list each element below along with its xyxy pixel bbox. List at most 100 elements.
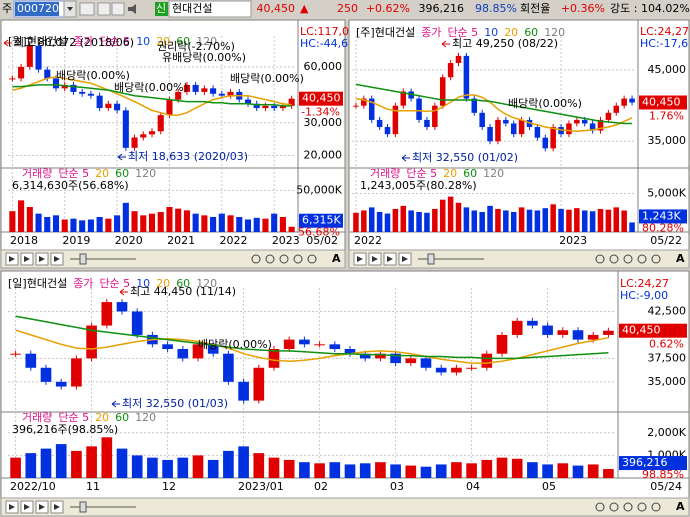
toolbar-icon[interactable] [637,254,647,264]
volume-bar [481,459,493,478]
candle-body [589,123,596,131]
legend-item: 단순 5 [447,26,478,39]
legend-item: 단순 5 [58,167,89,180]
sound-icon[interactable] [128,4,136,14]
candle-body [70,84,77,92]
toolbar-icon[interactable] [293,254,303,264]
volume-bar [162,459,173,478]
candle-body [376,119,383,128]
candle-body [511,320,523,335]
annotation-arrow [117,153,126,161]
legend-item: 10 [484,26,498,39]
volume-bar [511,458,523,478]
toolbar-icon[interactable] [609,502,619,512]
legend-item: 120 [544,26,565,39]
candle-body [368,98,375,120]
candle-body [9,78,16,80]
volume-bar [400,205,407,232]
toolbar-icon [24,256,30,262]
x-tick-label: 11 [86,480,100,493]
candle-body [527,320,538,326]
candle-body [542,137,549,149]
toolbar-icon[interactable] [595,254,605,264]
volume-bar [435,464,447,478]
candle-body [262,105,269,109]
candle-body [557,330,569,335]
scroll-thumb[interactable] [79,253,87,265]
legend-item: 종가 [73,35,93,48]
volume-bar [376,212,383,232]
volume-box-label: 396,216 [622,456,668,469]
volume-pct: 56.68% [298,226,340,239]
legend-item: 120 [483,167,504,180]
candle-body [114,103,121,111]
turnover-label: 회전율 [520,2,550,15]
volume-bar [61,219,68,232]
volume-bar [244,219,252,232]
toolbar [0,497,690,517]
toolbar-icon [24,504,30,510]
toolbar-label[interactable]: A [332,252,341,265]
turnover: +0.36% [561,2,605,15]
toolbar-label[interactable]: A [676,252,685,265]
toolbar-icon[interactable] [251,254,261,264]
x-tick-label: 2022 [354,234,382,247]
candle-body [140,134,147,138]
toolbar-label[interactable]: A [676,500,685,513]
volume-bar [408,210,414,232]
toolbar-icon[interactable] [609,254,619,264]
volume-bar [18,200,25,232]
price-pct: -1.34% [301,106,340,119]
volume-bar [271,213,278,232]
price-box-label: 40,450 [302,92,341,105]
candle-body [105,103,112,109]
toolbar-icon[interactable] [265,254,275,264]
candle-body [116,302,128,312]
toolbar-icon[interactable] [623,254,633,264]
badge: 신 [156,2,166,15]
candle-body [192,344,204,359]
x-tick-label: 2018 [10,234,38,247]
volume-bar [550,204,556,232]
volume-bar [605,209,612,232]
candle-body [597,119,604,131]
search-button[interactable] [79,2,95,16]
scroll-thumb[interactable] [79,501,87,513]
toolbar-icon[interactable] [651,502,661,512]
price-pct: 1.76% [649,109,684,122]
toolbar-icon[interactable] [279,254,289,264]
toolbar-icon[interactable] [623,502,633,512]
volume-bar [79,220,86,232]
y-tick-label: 45,000 [648,63,687,76]
legend-item: 거래량 [370,167,400,180]
y-tick-label: 35,000 [648,134,687,147]
volume-summary: 6,314,630주(56.68%) [12,179,129,192]
volume-bar [420,466,432,478]
candle-body [392,105,399,135]
x-tick-label: 2020 [115,234,143,247]
volume-bar [183,210,190,232]
candle-body [288,98,295,106]
prev-button[interactable] [97,2,111,16]
next-button[interactable] [111,2,125,16]
candle-body [314,344,325,346]
toolbar-icon[interactable] [651,254,661,264]
toolbar-icon[interactable] [637,502,647,512]
volume-bar [587,464,599,478]
candle-body [268,349,280,368]
annotation-arrow [119,288,128,296]
volume-bar [416,212,422,232]
volume-bar [495,208,501,232]
candle-body [384,127,391,135]
candle-body [487,127,493,142]
moving-average [12,76,292,116]
volume-bar [572,465,584,478]
y-tick-label: 5,000K [647,187,686,200]
toolbar-icon[interactable] [307,254,317,264]
candle-body [283,339,295,349]
scroll-thumb[interactable] [427,253,435,265]
volume-bar [368,207,375,232]
toolbar-icon[interactable] [595,502,605,512]
hc-label: HC:-17,6 [640,37,688,50]
candle-body [96,95,103,109]
